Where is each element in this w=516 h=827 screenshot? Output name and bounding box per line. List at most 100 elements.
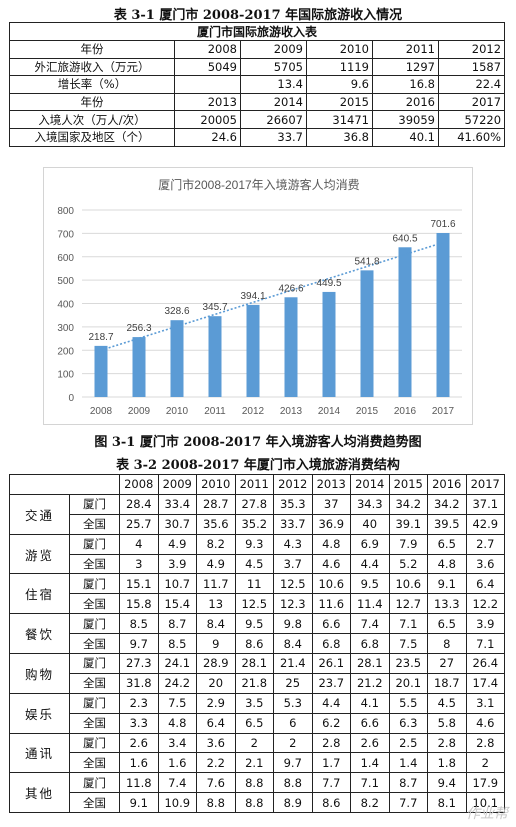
table2-cell: 8.8: [196, 792, 236, 814]
table2-cell: 21.4: [273, 653, 313, 674]
table2-cell: 4.4: [350, 553, 390, 575]
table1-cell: 2013: [174, 92, 241, 112]
table2-cell: 24.1: [157, 653, 197, 674]
year-header: 2012: [273, 474, 313, 495]
table2-cell: 8.8: [234, 792, 274, 814]
table2-cell: 33.4: [157, 493, 197, 515]
table2-row: 全国 3 3.9 4.9 4.5 3.7 4.6 4.4 5.2 4.8 3.6: [10, 553, 505, 575]
table2-cell: 20: [196, 672, 236, 694]
table1-cell: 24.6: [174, 127, 241, 147]
year-header: 2009: [157, 474, 197, 495]
table2-cell: 6.3: [388, 712, 428, 734]
table2-cell: 36.9: [311, 513, 351, 535]
table2-cell: 7.5: [157, 692, 197, 714]
table2-row: 全国 15.8 15.4 13 12.5 12.3 11.6 11.4 12.7 13.3 12.2: [10, 593, 505, 615]
bar: [436, 233, 450, 397]
table2-row: 住宿 厦门 15.1 10.7 11.7 11 12.5 10.6 9.5 10.6 9.1 6.4: [9, 573, 505, 615]
table2-row: 通讯 厦门 2.6 3.4 3.6 2 2 2.8 2.6 2.5 2.8 2.8: [9, 732, 505, 774]
table2-cell: 7.7: [311, 772, 351, 794]
table2-cell: 2.6: [119, 732, 159, 754]
table2-cell: 1.8: [427, 752, 467, 774]
table1-cell: 40.1: [372, 127, 439, 147]
table2-cell: 8.7: [388, 772, 428, 794]
area-label: 全国: [69, 712, 120, 734]
table2-cell: 12.5: [273, 573, 313, 595]
area-label: 全国: [69, 672, 120, 694]
table2-cell: 1.4: [350, 752, 390, 774]
category-label: 购物: [9, 653, 70, 694]
table2-row: 其他 厦门 11.8 7.4 7.6 8.8 8.8 7.7 7.1 8.7 9.4 17.9: [9, 772, 505, 814]
table1-row: 增长率（%） 13.4 9.6 16.8 22.4: [9, 75, 506, 94]
x-tick-label: 2011: [204, 406, 226, 417]
table2-cell: 10.6: [388, 573, 428, 595]
table2-row: 游览 厦门 4 4.9 8.2 9.3 4.3 4.8 6.9 7.9 6.5 2.7: [9, 533, 505, 575]
table2-row: 全国 25.7 30.7 35.6 35.2 33.7 36.9 40 39.1 39.5 42.9: [10, 513, 505, 535]
table2-cell: 4.4: [311, 692, 351, 714]
table2-cell: 11: [234, 573, 274, 595]
area-label: 厦门: [69, 573, 120, 595]
table2-cell: 6.8: [311, 633, 351, 655]
table2-cell: 37: [311, 493, 351, 515]
x-tick-label: 2013: [280, 406, 303, 417]
table2-cell: 4.8: [427, 553, 467, 575]
year-header: 2013: [311, 474, 351, 495]
x-tick-label: 2015: [356, 406, 379, 417]
table2-row: 全国 31.8 24.2 20 21.8 25 23.7 21.2 20.1 18.7 17.4: [10, 672, 505, 694]
table1-caption: 表 3-1 厦门市 2008-2017 年国际旅游收入情况: [113, 8, 403, 23]
table2-cell: 11.8: [119, 772, 159, 794]
table2-cell: 8.6: [311, 792, 351, 814]
table2-cell: 1.7: [311, 752, 351, 774]
table2-header-row: 2008 2009 2010 2011 2012 2013 2014 2015 2016 2017: [9, 474, 505, 495]
bar: [398, 247, 412, 397]
table2-cell: 7.7: [388, 792, 428, 814]
bar: [94, 345, 108, 397]
area-label: 厦门: [69, 772, 120, 794]
table2-cell: 4.9: [157, 533, 197, 555]
table2-cell: 12.5: [234, 593, 274, 615]
table2-cell: 6.6: [311, 613, 351, 635]
table1-cell: 39059: [372, 110, 439, 129]
consumption-structure-table: 2008 2009 2010 2011 2012 2013 2014 2015 2016 2017…: [9, 474, 505, 814]
table2-cell: 26.4: [465, 653, 505, 674]
table2-cell: 4.9: [196, 553, 236, 575]
table2-corner: [9, 474, 120, 495]
table2-cell: 6.5: [234, 712, 274, 734]
table2-cell: 4.8: [157, 712, 197, 734]
table1-cell: 2010: [306, 40, 373, 59]
table2-cell: 4.8: [311, 533, 351, 555]
row-label: 外汇旅游收入（万元）: [9, 57, 175, 77]
table2-cell: 42.9: [465, 513, 505, 535]
x-tick-label: 2010: [166, 406, 189, 417]
table2-caption: 表 3-2 2008-2017 年厦门市入境旅游消费结构: [116, 458, 400, 473]
table2-cell: 2.9: [196, 692, 236, 714]
table2-cell: 35.2: [234, 513, 274, 535]
table2-cell: 3.7: [273, 553, 313, 575]
table2-cell: 3.3: [119, 712, 159, 734]
year-header: 2017: [465, 474, 505, 495]
table2-cell: 9.3: [234, 533, 274, 555]
table2-cell: 39.1: [388, 513, 428, 535]
table1-cell: 33.7: [240, 127, 307, 147]
table2-cell: 6.9: [350, 533, 390, 555]
table2-cell: 8.5: [157, 633, 197, 655]
data-label: 449.5: [316, 278, 341, 289]
table2-cell: 11.4: [350, 593, 390, 615]
table2-cell: 1.6: [119, 752, 159, 774]
table1-cell: 20005: [174, 110, 241, 129]
x-tick-label: 2008: [90, 406, 113, 417]
data-label: 394.1: [240, 291, 265, 302]
table2-row: 全国 9.7 8.5 9 8.6 8.4 6.8 6.8 7.5 8 7.1: [10, 633, 505, 655]
table1-cell: 2008: [174, 40, 241, 59]
watermark-logo: 作业帮: [466, 806, 508, 822]
table2-cell: 15.1: [119, 573, 159, 595]
table2-cell: 3.9: [157, 553, 197, 575]
bar: [132, 337, 146, 397]
table2-cell: 23.7: [311, 672, 351, 694]
y-tick-label: 500: [57, 276, 74, 287]
table2-cell: 5.5: [388, 692, 428, 714]
table1-row: 年份 2008 2009 2010 2011 2012: [9, 40, 506, 59]
table2-cell: 12.2: [465, 593, 505, 615]
year-header: 2011: [234, 474, 274, 495]
table2-cell: 8.5: [119, 613, 159, 635]
table2-cell: 4.3: [273, 533, 313, 555]
